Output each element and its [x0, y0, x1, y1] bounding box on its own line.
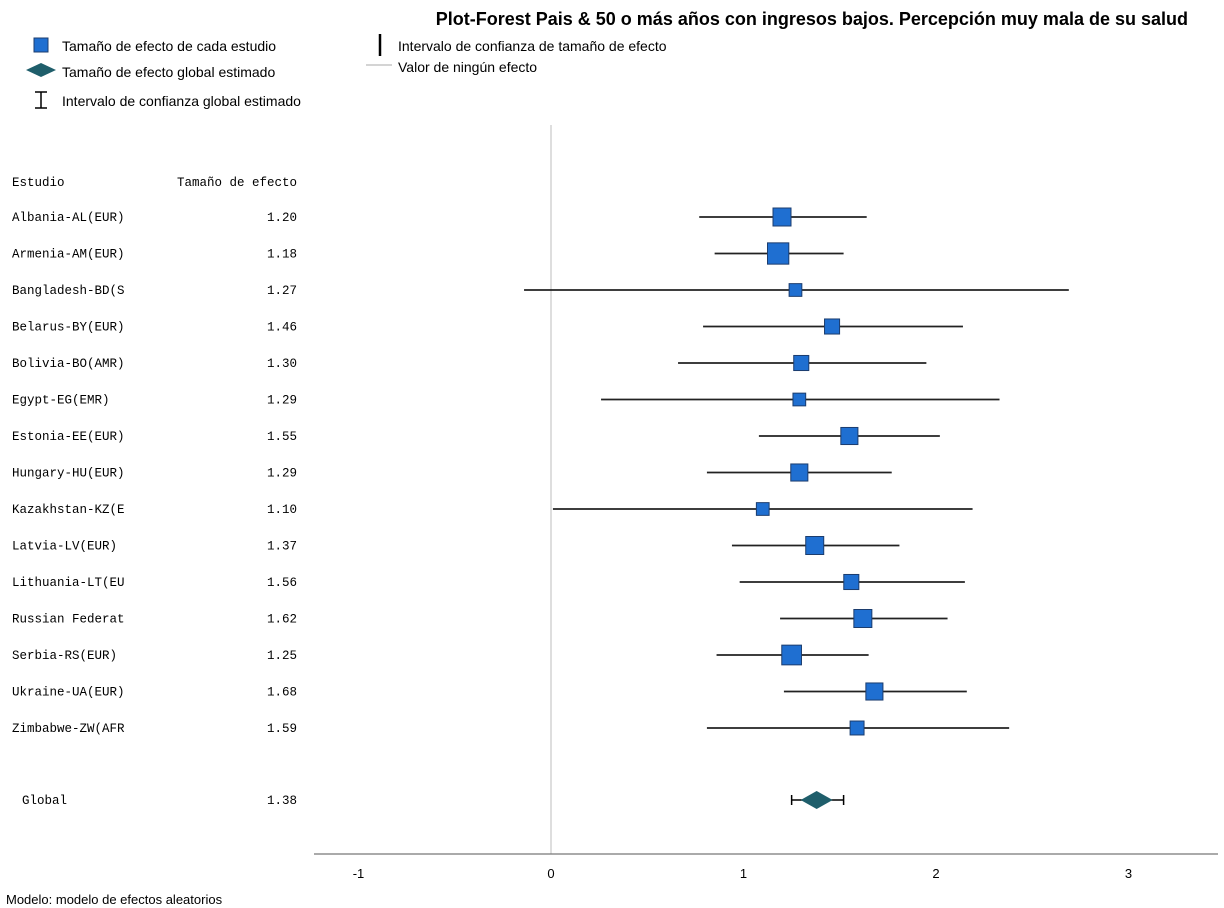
global-row: Global 1.38 [22, 791, 845, 809]
study-effect-square [849, 720, 865, 736]
effect-size-label: 1.29 [267, 394, 297, 408]
effect-size-label: 1.27 [267, 284, 297, 298]
study-effect-square [793, 354, 810, 372]
study-label: Estonia-EE(EUR) [12, 430, 125, 444]
model-footer: Modelo: modelo de efectos aleatorios [6, 892, 223, 907]
study-row: Zimbabwe-ZW(AFR 1.59 [12, 720, 1010, 736]
legend: Tamaño de efecto de cada estudio Tamaño … [26, 34, 667, 109]
effect-size-label: 1.29 [267, 467, 297, 481]
study-label: Kazakhstan-KZ(E [12, 503, 125, 517]
x-tick-label: -1 [353, 866, 365, 881]
study-label: Belarus-BY(EUR) [12, 321, 125, 335]
study-row: Kazakhstan-KZ(E 1.10 [12, 502, 973, 517]
effect-size-label: 1.62 [267, 613, 297, 627]
study-effect-square [805, 536, 825, 555]
effect-size-label: 1.25 [267, 649, 297, 663]
study-row: Egypt-EG(EMR) 1.29 [12, 392, 1000, 408]
effect-size-label: 1.46 [267, 321, 297, 335]
study-label: Serbia-RS(EUR) [12, 649, 117, 663]
study-rows: Albania-AL(EUR) 1.20 Armenia-AM(EUR) 1.18 Ba… [12, 207, 1069, 736]
study-effect-square [853, 609, 873, 628]
study-effect-square [792, 392, 807, 407]
study-effect-square [772, 207, 792, 227]
effect-size-label: 1.10 [267, 503, 297, 517]
column-header-study: Estudio [12, 176, 65, 190]
study-row: Estonia-EE(EUR) 1.55 [12, 426, 940, 446]
study-effect-square [781, 644, 802, 666]
study-label: Russian Federat [12, 613, 125, 627]
study-label: Zimbabwe-ZW(AFR [12, 722, 125, 736]
study-row: Armenia-AM(EUR) 1.18 [12, 242, 844, 265]
legend-study-swatch [33, 37, 49, 53]
study-label: Bolivia-BO(AMR) [12, 357, 125, 371]
effect-size-label: 1.30 [267, 357, 297, 371]
study-row: Hungary-HU(EUR) 1.29 [12, 463, 892, 482]
study-label: Bangladesh-BD(S [12, 284, 125, 298]
effect-size-label: 1.18 [267, 248, 297, 262]
global-effect-diamond [800, 791, 833, 809]
legend-no-effect-label: Valor de ningún efecto [398, 59, 537, 75]
effect-size-label: 1.37 [267, 540, 297, 554]
study-effect-square [865, 682, 884, 701]
effect-size-label: 1.56 [267, 576, 297, 590]
study-effect-square [767, 242, 790, 265]
x-tick-label: 3 [1125, 866, 1132, 881]
study-row: Serbia-RS(EUR) 1.25 [12, 644, 869, 666]
global-effect-label: 1.38 [267, 794, 297, 808]
study-row: Bolivia-BO(AMR) 1.30 [12, 354, 927, 372]
study-effect-square [790, 463, 809, 482]
study-label: Lithuania-LT(EU [12, 576, 125, 590]
chart-title: Plot-Forest Pais & 50 o más años con ing… [436, 9, 1188, 29]
study-label: Armenia-AM(EUR) [12, 248, 125, 262]
column-header-effect: Tamaño de efecto [177, 176, 297, 190]
effect-size-label: 1.68 [267, 686, 297, 700]
x-tick-label: 2 [932, 866, 939, 881]
legend-study-ci-label: Intervalo de confianza de tamaño de efec… [398, 38, 667, 54]
legend-study-label: Tamaño de efecto de cada estudio [62, 38, 276, 54]
study-row: Belarus-BY(EUR) 1.46 [12, 318, 963, 335]
legend-diamond-icon [26, 63, 56, 77]
global-label: Global [22, 794, 67, 808]
effect-size-label: 1.59 [267, 722, 297, 736]
study-row: Russian Federat 1.62 [12, 609, 948, 628]
legend-global-label: Tamaño de efecto global estimado [62, 64, 275, 80]
study-effect-square [824, 318, 841, 335]
study-label: Latvia-LV(EUR) [12, 540, 117, 554]
study-row: Bangladesh-BD(S 1.27 [12, 283, 1069, 298]
x-tick-label: 1 [740, 866, 747, 881]
study-row: Albania-AL(EUR) 1.20 [12, 207, 867, 227]
study-effect-square [840, 426, 859, 446]
study-effect-square [788, 283, 803, 297]
study-effect-square [755, 502, 770, 516]
study-label: Ukraine-UA(EUR) [12, 686, 125, 700]
study-row: Ukraine-UA(EUR) 1.68 [12, 682, 967, 701]
effect-size-label: 1.55 [267, 430, 297, 444]
x-tick-label: 0 [547, 866, 554, 881]
study-effect-square [843, 573, 860, 591]
study-label: Hungary-HU(EUR) [12, 467, 125, 481]
legend-capped-bar-icon [35, 91, 47, 109]
legend-global-ci-label: Intervalo de confianza global estimado [62, 93, 301, 109]
x-axis: -1 0 1 2 3 [314, 853, 1218, 881]
study-label: Albania-AL(EUR) [12, 211, 125, 225]
study-label: Egypt-EG(EMR) [12, 394, 110, 408]
study-row: Lithuania-LT(EU 1.56 [12, 573, 965, 591]
effect-size-label: 1.20 [267, 211, 297, 225]
study-row: Latvia-LV(EUR) 1.37 [12, 536, 900, 555]
